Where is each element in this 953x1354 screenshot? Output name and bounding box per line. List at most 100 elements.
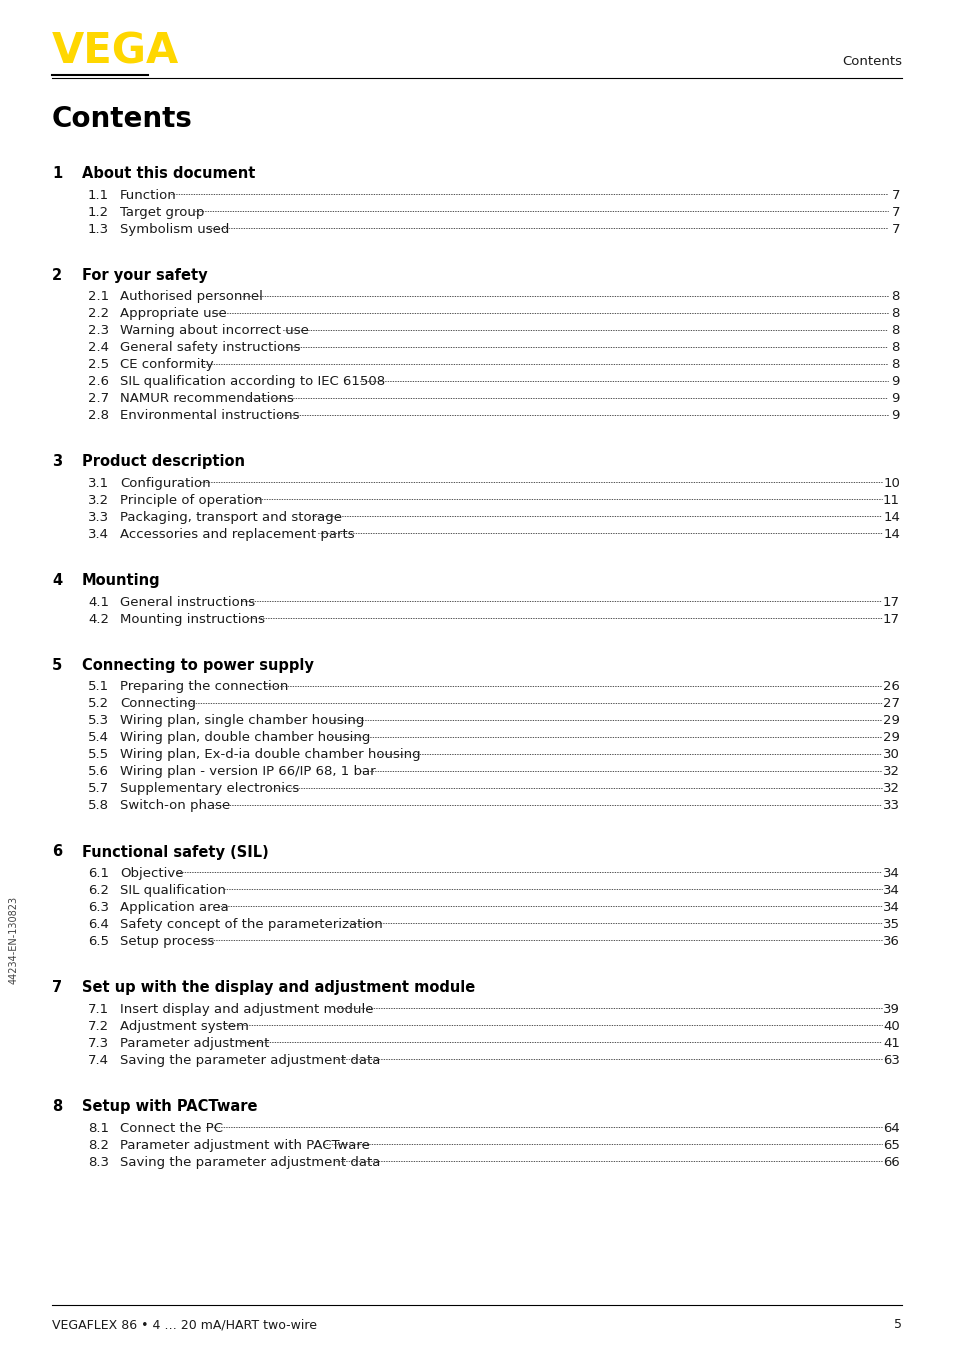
Text: 1: 1 — [52, 167, 62, 181]
Text: CE conformity: CE conformity — [120, 359, 213, 371]
Text: 3.1: 3.1 — [88, 477, 109, 490]
Text: 32: 32 — [882, 783, 899, 796]
Text: 63: 63 — [882, 1053, 899, 1067]
Text: 65: 65 — [882, 1139, 899, 1152]
Text: 9: 9 — [891, 375, 899, 389]
Text: 8.1: 8.1 — [88, 1121, 109, 1135]
Text: 3.4: 3.4 — [88, 528, 109, 542]
Text: Wiring plan, single chamber housing: Wiring plan, single chamber housing — [120, 715, 364, 727]
Text: 5.1: 5.1 — [88, 681, 109, 693]
Text: 5: 5 — [893, 1317, 901, 1331]
Text: 2.7: 2.7 — [88, 393, 109, 405]
Text: Contents: Contents — [841, 56, 901, 68]
Text: Insert display and adjustment module: Insert display and adjustment module — [120, 1003, 374, 1016]
Text: Saving the parameter adjustment data: Saving the parameter adjustment data — [120, 1155, 380, 1169]
Text: 2.4: 2.4 — [88, 341, 109, 355]
Text: For your safety: For your safety — [82, 268, 208, 283]
Text: 64: 64 — [882, 1121, 899, 1135]
Text: 8: 8 — [52, 1099, 62, 1114]
Text: 30: 30 — [882, 749, 899, 761]
Text: 5.3: 5.3 — [88, 715, 109, 727]
Text: 6.3: 6.3 — [88, 902, 109, 914]
Text: Warning about incorrect use: Warning about incorrect use — [120, 325, 309, 337]
Text: 3: 3 — [52, 455, 62, 470]
Text: 1.2: 1.2 — [88, 206, 109, 219]
Text: 1.1: 1.1 — [88, 188, 109, 202]
Text: VEGA: VEGA — [52, 30, 179, 72]
Text: Appropriate use: Appropriate use — [120, 307, 227, 321]
Text: Connecting to power supply: Connecting to power supply — [82, 658, 314, 673]
Text: 5: 5 — [52, 658, 62, 673]
Text: 8: 8 — [891, 359, 899, 371]
Text: 27: 27 — [882, 697, 899, 711]
Text: Mounting: Mounting — [82, 573, 160, 588]
Text: 14: 14 — [882, 510, 899, 524]
Text: 17: 17 — [882, 596, 899, 609]
Text: 5.8: 5.8 — [88, 799, 109, 812]
Text: 35: 35 — [882, 918, 899, 932]
Text: Function: Function — [120, 188, 176, 202]
Text: 6: 6 — [52, 845, 62, 860]
Text: Wiring plan, Ex-d-ia double chamber housing: Wiring plan, Ex-d-ia double chamber hous… — [120, 749, 420, 761]
Text: 2.2: 2.2 — [88, 307, 109, 321]
Text: 44234-EN-130823: 44234-EN-130823 — [9, 896, 19, 984]
Text: Set up with the display and adjustment module: Set up with the display and adjustment m… — [82, 980, 475, 995]
Text: 8: 8 — [891, 325, 899, 337]
Text: 7: 7 — [890, 188, 899, 202]
Text: 8.2: 8.2 — [88, 1139, 109, 1152]
Text: 7.1: 7.1 — [88, 1003, 109, 1016]
Text: 26: 26 — [882, 681, 899, 693]
Text: 2: 2 — [52, 268, 62, 283]
Text: 9: 9 — [891, 409, 899, 422]
Text: 40: 40 — [882, 1020, 899, 1033]
Text: 2.6: 2.6 — [88, 375, 109, 389]
Text: 29: 29 — [882, 731, 899, 745]
Text: 34: 34 — [882, 902, 899, 914]
Text: About this document: About this document — [82, 167, 255, 181]
Text: 36: 36 — [882, 936, 899, 948]
Text: 4: 4 — [52, 573, 62, 588]
Text: SIL qualification: SIL qualification — [120, 884, 226, 898]
Text: 9: 9 — [891, 393, 899, 405]
Text: Connect the PC: Connect the PC — [120, 1121, 223, 1135]
Text: Target group: Target group — [120, 206, 204, 219]
Text: Functional safety (SIL): Functional safety (SIL) — [82, 845, 269, 860]
Text: SIL qualification according to IEC 61508: SIL qualification according to IEC 61508 — [120, 375, 385, 389]
Text: 11: 11 — [882, 494, 899, 508]
Text: 5.4: 5.4 — [88, 731, 109, 745]
Text: 7: 7 — [890, 206, 899, 219]
Text: Contents: Contents — [52, 106, 193, 133]
Text: General safety instructions: General safety instructions — [120, 341, 300, 355]
Text: Preparing the connection: Preparing the connection — [120, 681, 288, 693]
Text: Saving the parameter adjustment data: Saving the parameter adjustment data — [120, 1053, 380, 1067]
Text: Adjustment system: Adjustment system — [120, 1020, 249, 1033]
Text: Application area: Application area — [120, 902, 229, 914]
Text: 8: 8 — [891, 290, 899, 303]
Text: Configuration: Configuration — [120, 477, 211, 490]
Text: Setup process: Setup process — [120, 936, 214, 948]
Text: Safety concept of the parameterization: Safety concept of the parameterization — [120, 918, 382, 932]
Text: 32: 32 — [882, 765, 899, 779]
Text: Wiring plan, double chamber housing: Wiring plan, double chamber housing — [120, 731, 370, 745]
Text: 7.4: 7.4 — [88, 1053, 109, 1067]
Text: 29: 29 — [882, 715, 899, 727]
Text: Mounting instructions: Mounting instructions — [120, 613, 265, 626]
Text: Supplementary electronics: Supplementary electronics — [120, 783, 299, 796]
Text: Objective: Objective — [120, 867, 183, 880]
Text: 14: 14 — [882, 528, 899, 542]
Text: 8: 8 — [891, 341, 899, 355]
Text: 5.6: 5.6 — [88, 765, 109, 779]
Text: 4.2: 4.2 — [88, 613, 109, 626]
Text: Setup with PACTware: Setup with PACTware — [82, 1099, 257, 1114]
Text: NAMUR recommendations: NAMUR recommendations — [120, 393, 294, 405]
Text: 5.5: 5.5 — [88, 749, 109, 761]
Text: Symbolism used: Symbolism used — [120, 222, 229, 236]
Text: 7: 7 — [52, 980, 62, 995]
Text: Product description: Product description — [82, 455, 245, 470]
Text: VEGAFLEX 86 • 4 … 20 mA/HART two-wire: VEGAFLEX 86 • 4 … 20 mA/HART two-wire — [52, 1317, 316, 1331]
Text: Accessories and replacement parts: Accessories and replacement parts — [120, 528, 355, 542]
Text: 39: 39 — [882, 1003, 899, 1016]
Text: 3.2: 3.2 — [88, 494, 109, 508]
Text: 41: 41 — [882, 1037, 899, 1049]
Text: Connecting: Connecting — [120, 697, 195, 711]
